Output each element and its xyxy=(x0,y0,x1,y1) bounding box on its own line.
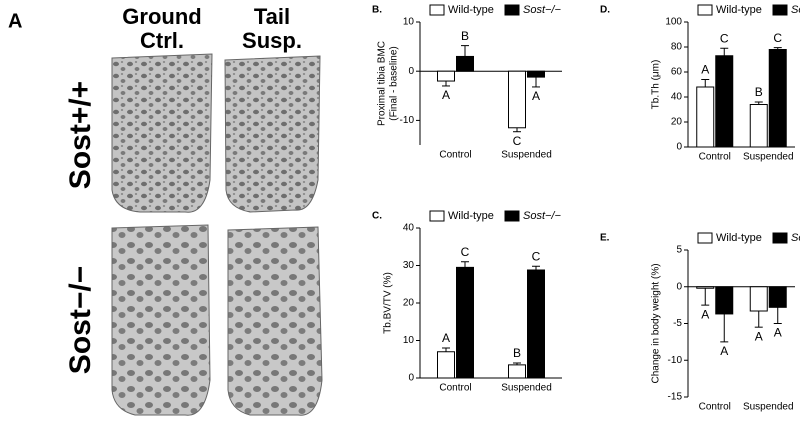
legend-swatch xyxy=(429,4,445,16)
row-label: Sost+/+ xyxy=(64,81,97,189)
annotation: B xyxy=(755,85,763,99)
bone-image xyxy=(224,55,321,213)
annotation: A xyxy=(720,344,728,358)
bar xyxy=(768,49,787,148)
bone-images xyxy=(111,53,323,416)
x-tick-label: Suspended xyxy=(743,152,794,163)
annotation: C xyxy=(532,249,541,263)
y-tick-label: 40 xyxy=(671,92,683,103)
y-tick-label: 5 xyxy=(676,245,682,256)
legend-label: Wild-type xyxy=(716,4,762,16)
y-axis-label: Proximal tibia BMC xyxy=(377,41,388,126)
bar xyxy=(696,286,715,289)
y-tick-label: -10 xyxy=(400,115,415,126)
column-label: Ctrl. xyxy=(140,28,184,53)
row-label: Sost−/− xyxy=(64,266,97,374)
y-tick-label: 100 xyxy=(665,17,682,28)
x-tick-label: Suspended xyxy=(743,402,794,413)
legend-label: Sost−/− xyxy=(791,232,800,244)
y-tick-label: 0 xyxy=(676,281,682,292)
y-tick-label: 80 xyxy=(671,42,683,53)
y-tick-label: -15 xyxy=(668,392,683,403)
bar xyxy=(715,55,734,148)
y-tick-label: 0 xyxy=(408,66,414,77)
y-axis-label: (Final - baseline) xyxy=(389,46,400,120)
bar xyxy=(508,364,526,379)
legend-label: Wild-type xyxy=(448,4,494,16)
x-tick-label: Suspended xyxy=(501,383,552,394)
y-tick-label: 10 xyxy=(403,17,415,28)
y-tick-label: -5 xyxy=(673,318,682,329)
column-label: Susp. xyxy=(242,28,302,53)
bar xyxy=(749,286,768,312)
column-label: Tail xyxy=(254,4,290,29)
annotation: A xyxy=(774,326,782,340)
legend-swatch xyxy=(429,210,445,222)
panel-label: D. xyxy=(600,5,610,16)
x-tick-label: Control xyxy=(699,402,731,413)
bar xyxy=(527,70,545,78)
annotation: A xyxy=(442,88,450,102)
legend-swatch xyxy=(697,4,713,16)
annotation: A xyxy=(442,331,450,345)
y-axis-label: Tb.BV/TV (%) xyxy=(383,272,394,334)
y-tick-label: 0 xyxy=(676,142,682,153)
y-tick-label: 30 xyxy=(403,260,415,271)
bar xyxy=(456,266,474,379)
bar xyxy=(437,70,455,82)
panel-label: B. xyxy=(372,5,382,16)
panel-label: A xyxy=(8,10,22,32)
x-tick-label: Suspended xyxy=(501,150,552,161)
legend-swatch xyxy=(772,4,788,16)
legend-swatch xyxy=(504,210,520,222)
bar xyxy=(508,70,526,129)
x-tick-label: Control xyxy=(439,150,471,161)
y-tick-label: -10 xyxy=(668,355,683,366)
bar xyxy=(456,55,474,72)
bar xyxy=(749,104,768,148)
annotation: C xyxy=(513,134,522,148)
annotation: C xyxy=(773,31,782,45)
bar xyxy=(437,351,455,379)
y-tick-label: 10 xyxy=(403,335,415,346)
legend-label: Sost−/− xyxy=(523,210,561,222)
bar xyxy=(768,286,787,308)
bar xyxy=(527,269,545,379)
y-axis-label: Tb.Th (μm) xyxy=(651,60,662,110)
annotation: C xyxy=(720,31,729,45)
bar xyxy=(715,286,734,315)
annotation: A xyxy=(701,307,709,321)
bar xyxy=(696,86,715,148)
legend-label: Sost−/− xyxy=(523,4,561,16)
panel-label: C. xyxy=(372,211,382,222)
panel-label: E. xyxy=(600,233,610,244)
bone-image xyxy=(227,226,323,416)
x-tick-label: Control xyxy=(439,383,471,394)
legend-label: Wild-type xyxy=(716,232,762,244)
annotation: B xyxy=(513,346,521,360)
legend-swatch xyxy=(504,4,520,16)
annotation: B xyxy=(461,29,469,43)
y-tick-label: 20 xyxy=(403,298,415,309)
y-tick-label: 40 xyxy=(403,223,415,234)
legend-swatch xyxy=(772,232,788,244)
annotation: A xyxy=(701,63,709,77)
column-label: Ground xyxy=(122,4,201,29)
y-tick-label: 20 xyxy=(671,117,683,128)
annotation: A xyxy=(532,89,540,103)
y-tick-label: 60 xyxy=(671,67,683,78)
annotation: A xyxy=(755,329,763,343)
bone-image xyxy=(111,224,211,416)
y-tick-label: 0 xyxy=(408,373,414,384)
legend-label: Sost−/− xyxy=(791,4,800,16)
bone-image xyxy=(111,53,213,213)
legend-label: Wild-type xyxy=(448,210,494,222)
y-axis-label: Change in body weight (%) xyxy=(651,263,662,383)
x-tick-label: Control xyxy=(699,152,731,163)
annotation: C xyxy=(461,245,470,259)
legend-swatch xyxy=(697,232,713,244)
